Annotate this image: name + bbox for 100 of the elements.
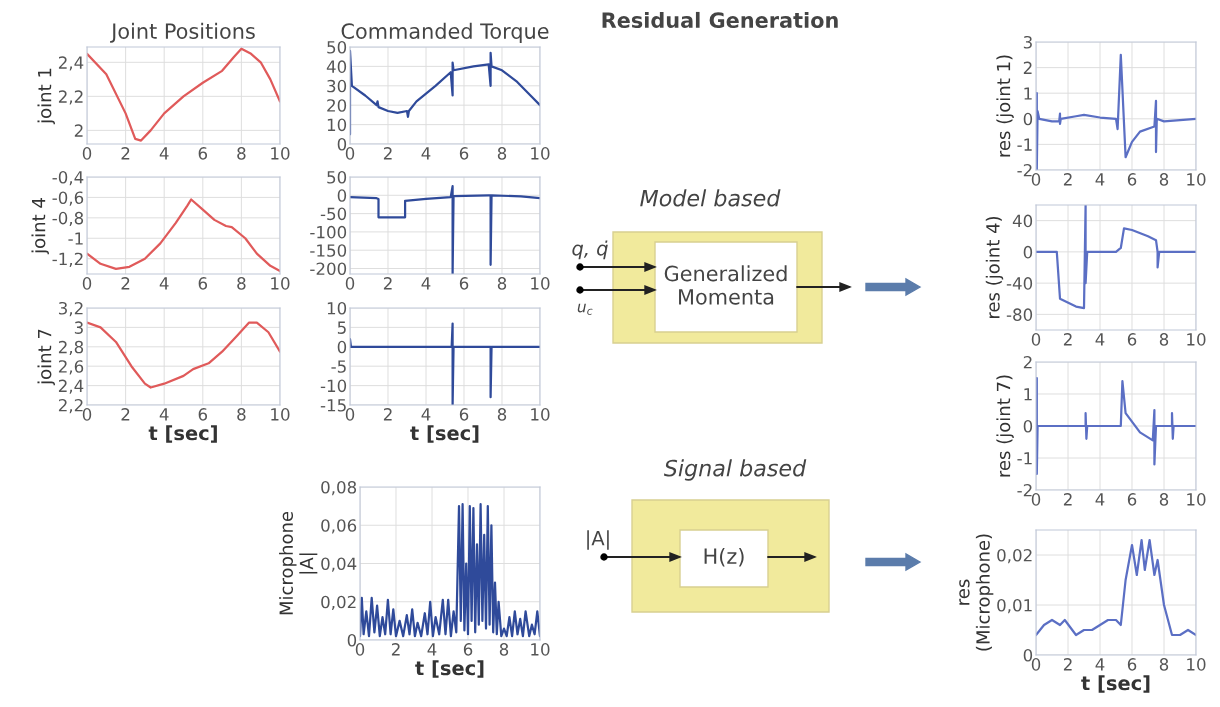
y-tick-label: 0 — [1023, 245, 1033, 259]
x-tick-label: 2 — [1063, 493, 1072, 506]
y-tick-label: 2,2 — [58, 90, 83, 105]
x-tick-label: 6 — [1127, 658, 1137, 671]
x-tick-label: 10 — [1187, 333, 1206, 346]
x-tick-label: 8 — [497, 277, 507, 290]
y-tick-label: -200 — [310, 262, 347, 276]
x-tick-label: 4 — [1095, 493, 1105, 506]
x-tick-label: 4 — [1095, 658, 1105, 671]
y-tick-label: 3 — [74, 321, 83, 334]
x-tick-label: 2 — [383, 277, 392, 290]
y-tick-label: 50 — [327, 170, 347, 184]
x-tick-label: 6 — [1127, 333, 1137, 346]
x-tick-label: 0 — [82, 277, 92, 290]
y-tick-label: -50 — [320, 207, 347, 221]
x-tick-label: 6 — [463, 643, 473, 656]
y-tick-label: 3,2 — [58, 301, 83, 317]
x-tick-label: 8 — [237, 277, 246, 290]
x-tick-label: 6 — [198, 277, 208, 290]
y-tick-label: 0 — [347, 633, 357, 647]
x-tick-label: 2 — [121, 277, 130, 290]
x-tick-label: 2 — [383, 408, 392, 421]
y-tick-label: 0,06 — [321, 519, 357, 534]
y-tick-label: 0,02 — [997, 548, 1032, 564]
x-axis-title: t [sec] — [148, 425, 217, 443]
x-tick-label: 8 — [1159, 333, 1169, 346]
x-tick-label: 2 — [383, 147, 392, 160]
x-tick-label: 8 — [1159, 493, 1169, 506]
y-tick-label: 2,4 — [58, 379, 84, 394]
x-tick-label: 6 — [459, 277, 469, 290]
x-tick-label: 6 — [459, 147, 469, 160]
y-tick-label: -0,4 — [52, 170, 84, 186]
x-tick-label: 2 — [121, 408, 130, 421]
x-tick-label: 8 — [499, 643, 509, 656]
y-tick-label: 2,8 — [58, 340, 84, 356]
x-tick-label: 4 — [421, 277, 431, 290]
x-tick-label: 4 — [1095, 173, 1105, 186]
x-tick-label: 8 — [237, 408, 246, 421]
x-tick-label: 10 — [1187, 493, 1206, 506]
y-tick-label: 2 — [74, 124, 83, 137]
x-tick-label: 0 — [82, 147, 92, 160]
x-axis-title: t [sec] — [415, 660, 484, 678]
y-tick-label: 0,01 — [997, 598, 1032, 614]
y-tick-label: 0 — [337, 189, 347, 202]
x-tick-label: 4 — [159, 277, 169, 290]
y-tick-label: 1 — [1024, 388, 1032, 401]
x-tick-label: 10 — [271, 277, 290, 290]
text: Generalized Momenta — [664, 265, 787, 305]
x-tick-label: 2 — [391, 643, 400, 656]
y-tick-label: -5 — [331, 360, 346, 373]
x-tick-label: 10 — [1187, 173, 1206, 186]
x-tick-label: 8 — [497, 408, 507, 421]
y-tick-label: 0,08 — [321, 480, 357, 496]
y-tick-label: -80 — [1006, 308, 1033, 321]
x-tick-label: 4 — [159, 408, 169, 421]
text: Residual Generation — [602, 11, 838, 29]
x-tick-label: 2 — [1063, 658, 1072, 671]
y-tick-label: -1 — [68, 232, 83, 245]
y-tick-label: -2 — [1017, 483, 1032, 497]
x-tick-label: 4 — [421, 147, 431, 160]
y-tick-label: 10 — [327, 301, 347, 315]
x-tick-label: 8 — [497, 147, 507, 160]
y-tick-label: -40 — [1006, 277, 1033, 290]
x-tick-label: 10 — [271, 147, 290, 160]
y-tick-label: 2 — [1023, 355, 1032, 369]
y-tick-label: -10 — [320, 379, 347, 393]
x-tick-label: 0 — [82, 408, 92, 421]
y-tick-label: 40 — [326, 60, 347, 73]
y-axis-title: joint 7 — [37, 329, 55, 386]
line-series — [1036, 376, 1196, 476]
y-tick-label: 2 — [1023, 61, 1032, 74]
x-tick-label: 2 — [1063, 173, 1072, 186]
y-tick-label: 2,4 — [58, 56, 84, 71]
x-tick-label: 2 — [1063, 333, 1072, 346]
text: u$_{c}$ — [577, 303, 593, 315]
y-tick-label: 0,04 — [321, 557, 357, 572]
y-tick-label: 10 — [327, 118, 347, 132]
x-axis-title: t [sec] — [410, 425, 479, 443]
x-tick-label: 8 — [1159, 658, 1169, 671]
x-axis-title: t [sec] — [1081, 675, 1150, 693]
text: Model based — [640, 189, 781, 207]
line-series — [87, 321, 280, 389]
y-tick-label: 50 — [327, 40, 347, 54]
y-tick-label: 0 — [1023, 112, 1033, 126]
y-tick-label: -100 — [310, 225, 347, 239]
line-series — [1036, 538, 1196, 637]
y-axis-title: joint 4 — [31, 198, 49, 255]
y-axis-title: joint 1 — [37, 68, 55, 125]
text: H(z) — [704, 547, 744, 567]
y-axis-title: Microphone |A| — [279, 511, 318, 615]
y-axis-title: res (Microphone) — [959, 534, 994, 651]
text: |A| — [587, 530, 609, 550]
y-tick-label: 0,02 — [321, 595, 356, 611]
x-tick-label: 0 — [355, 643, 365, 656]
y-axis-title: res (joint 1) — [996, 55, 1014, 157]
x-tick-label: 10 — [531, 277, 550, 290]
y-tick-label: 3 — [1023, 35, 1032, 49]
x-tick-label: 4 — [159, 147, 169, 160]
y-tick-label: -0,8 — [52, 211, 84, 227]
y-tick-label: 20 — [327, 99, 347, 112]
